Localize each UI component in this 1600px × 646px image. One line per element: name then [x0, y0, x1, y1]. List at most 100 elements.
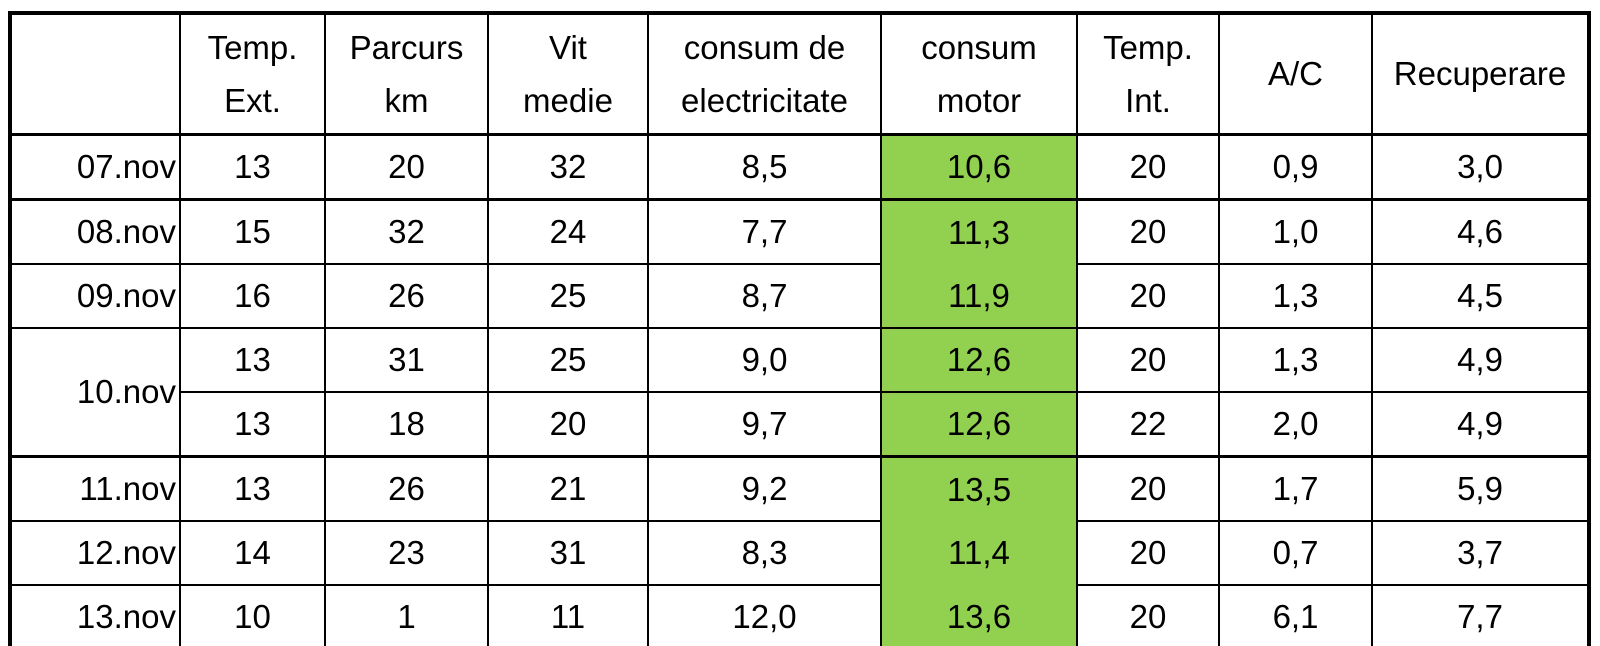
data-cell-highlighted: 12,6 — [880, 391, 1078, 457]
data-cell: 21 — [487, 455, 649, 522]
data-cell: 22 — [1076, 391, 1220, 458]
data-cell: 13 — [179, 133, 326, 201]
table-row: 07.nov 13 20 32 8,5 10,6 20 0,9 3,0 — [9, 133, 1590, 201]
data-cell: 13 — [179, 391, 326, 458]
row-label: 07.nov — [9, 133, 181, 201]
col-header-ac: A/C — [1218, 12, 1373, 136]
data-cell: 1,0 — [1218, 198, 1373, 265]
data-cell-highlighted: 11,9 — [880, 264, 1078, 328]
data-cell: 31 — [324, 327, 489, 393]
data-cell: 13 — [179, 327, 326, 393]
data-cell: 13 — [179, 455, 326, 522]
data-cell: 20 — [1076, 263, 1220, 329]
data-cell: 16 — [179, 263, 326, 329]
header-line: A/C — [1267, 55, 1323, 93]
data-cell: 8,5 — [647, 133, 882, 201]
data-cell-highlighted: 10,6 — [880, 133, 1078, 200]
data-cell: 23 — [324, 520, 489, 586]
header-line: Parcurs — [349, 28, 464, 66]
table-row: 09.nov 16 26 25 8,7 11,9 20 1,3 4,5 — [9, 263, 1590, 329]
data-cell: 9,0 — [647, 327, 882, 393]
header-line: consum de — [683, 28, 846, 66]
data-cell-highlighted: 11,4 — [880, 521, 1078, 585]
header-line: Int. — [1125, 82, 1171, 119]
header-line: medie — [523, 82, 613, 119]
data-cell: 31 — [487, 520, 649, 586]
row-label-merged: 10.nov — [9, 327, 181, 458]
data-cell-highlighted: 13,5 — [880, 455, 1078, 521]
data-cell: 20 — [1076, 584, 1220, 646]
data-cell: 20 — [1076, 198, 1220, 265]
data-cell: 0,7 — [1218, 520, 1373, 586]
header-line: km — [384, 82, 429, 119]
col-header-temp-int: Temp. Int. — [1076, 12, 1220, 136]
data-cell: 8,3 — [647, 520, 882, 586]
row-label: 08.nov — [9, 198, 181, 265]
data-cell: 11 — [487, 584, 649, 646]
data-cell: 32 — [324, 198, 489, 265]
data-cell: 10 — [179, 584, 326, 646]
header-line: electricitate — [681, 82, 848, 119]
data-cell: 20 — [1076, 327, 1220, 393]
data-cell: 4,5 — [1371, 263, 1590, 329]
data-cell: 7,7 — [647, 198, 882, 265]
data-cell: 6,1 — [1218, 584, 1373, 646]
header-line: Temp. — [1103, 28, 1193, 66]
data-cell: 14 — [179, 520, 326, 586]
header-row: Temp. Ext. Parcurs km Vit medie consum d… — [9, 12, 1590, 136]
table-row: 13 18 20 9,7 12,6 22 2,0 4,9 — [10, 391, 1590, 458]
data-cell: 12,0 — [647, 584, 882, 646]
data-cell: 26 — [324, 263, 489, 329]
data-cell: 20 — [1076, 520, 1220, 586]
table-row: 13.nov 10 1 11 12,0 13,6 20 6,1 7,7 — [9, 584, 1590, 646]
data-cell: 15 — [179, 198, 326, 265]
data-cell: 9,7 — [647, 391, 882, 458]
header-line: motor — [936, 82, 1022, 119]
header-line: Recuperare — [1393, 55, 1567, 93]
header-line: Temp. — [207, 28, 298, 66]
data-cell: 1,7 — [1218, 455, 1373, 522]
data-cell: 18 — [324, 391, 489, 458]
header-line: consum — [921, 28, 1037, 66]
data-cell: 20 — [487, 391, 649, 458]
data-cell: 3,7 — [1371, 520, 1590, 586]
table-row: 12.nov 14 23 31 8,3 11,4 20 0,7 3,7 — [9, 520, 1590, 586]
col-header-recuperare: Recuperare — [1371, 12, 1590, 136]
data-cell-highlighted: 11,3 — [880, 198, 1078, 264]
data-cell: 32 — [487, 133, 649, 201]
data-cell: 2,0 — [1218, 391, 1373, 458]
table-row: 10.nov 13 31 25 9,0 12,6 20 1,3 4,9 — [9, 327, 1590, 458]
data-cell-highlighted: 12,6 — [880, 327, 1078, 392]
col-header-consum-electricitate: consum de electricitate — [647, 12, 882, 136]
header-line: Vit — [549, 28, 587, 66]
row-label: 12.nov — [9, 520, 181, 586]
col-header-consum-motor: consum motor — [880, 12, 1078, 136]
consumption-table: Temp. Ext. Parcurs km Vit medie consum d… — [8, 11, 1591, 646]
table-row: 08.nov 15 32 24 7,7 11,3 20 1,0 4,6 — [9, 198, 1590, 265]
data-cell: 5,9 — [1371, 455, 1590, 522]
row-label: 11.nov — [9, 455, 181, 522]
data-cell: 7,7 — [1371, 584, 1590, 646]
data-cell: 20 — [324, 133, 489, 201]
data-cell: 8,7 — [647, 263, 882, 329]
row-label: 09.nov — [9, 263, 181, 329]
data-cell: 25 — [487, 327, 649, 393]
data-cell: 1,3 — [1218, 263, 1373, 329]
data-cell: 24 — [487, 198, 649, 265]
table-row: 11.nov 13 26 21 9,2 13,5 20 1,7 5,9 — [9, 455, 1590, 522]
data-cell: 3,0 — [1371, 133, 1590, 201]
corner-cell — [9, 12, 181, 136]
data-cell: 4,9 — [1371, 391, 1590, 458]
data-cell: 20 — [1076, 455, 1220, 522]
row-label: 13.nov — [9, 584, 181, 646]
data-cell: 9,2 — [647, 455, 882, 522]
col-header-temp-ext: Temp. Ext. — [179, 12, 326, 136]
data-cell: 26 — [324, 455, 489, 522]
data-cell: 1 — [324, 584, 489, 646]
data-cell: 0,9 — [1218, 133, 1373, 201]
data-cell: 1,3 — [1218, 327, 1373, 393]
data-cell: 25 — [487, 263, 649, 329]
data-cell-highlighted: 13,6 — [880, 585, 1078, 646]
col-header-parcurs-km: Parcurs km — [324, 12, 489, 136]
